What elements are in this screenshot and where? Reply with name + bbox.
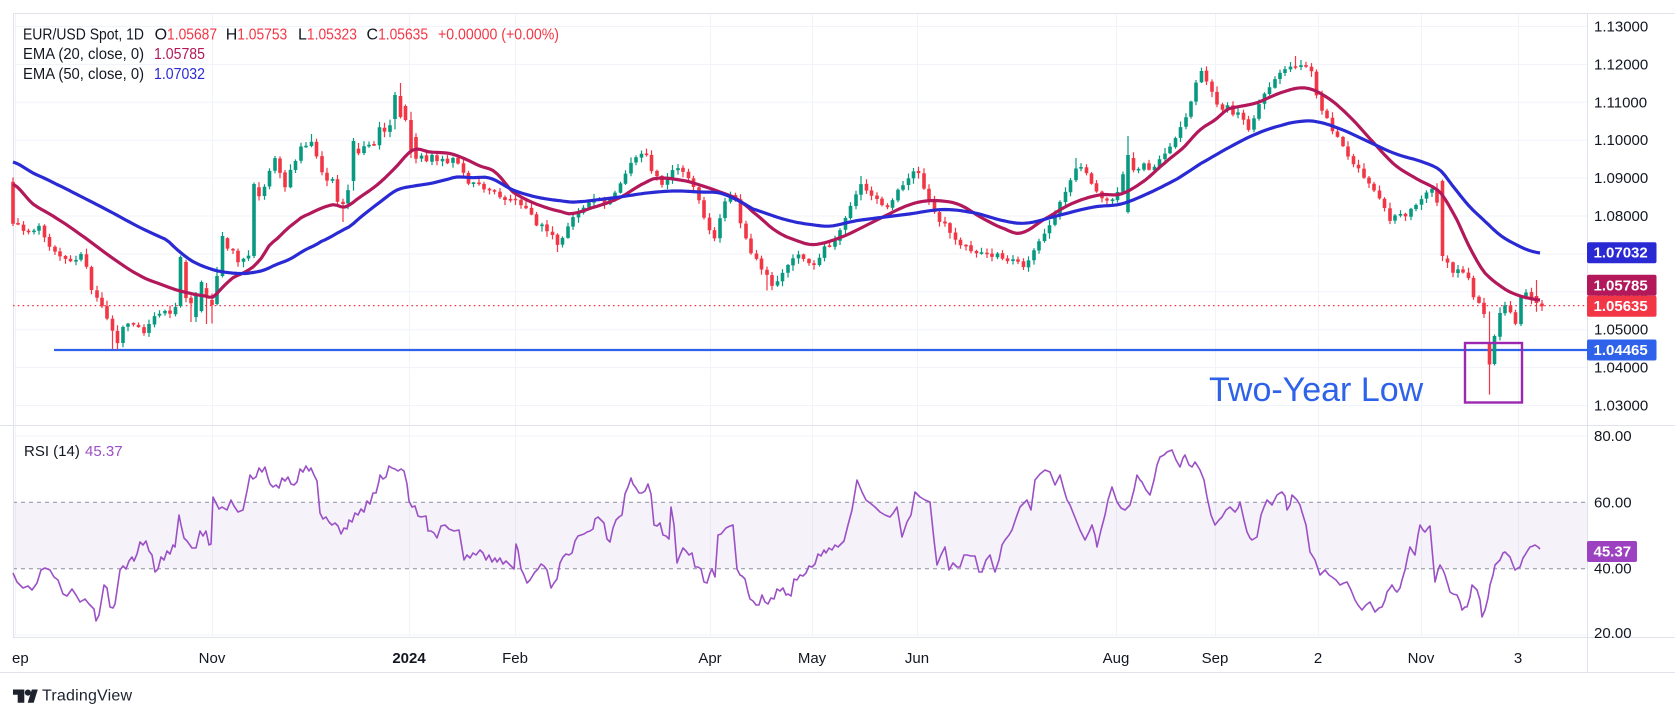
svg-text:1.05635: 1.05635 [1594,298,1648,315]
svg-text:1.07032: 1.07032 [1594,245,1648,262]
svg-text:EMA (20, close, 0)1.05785: EMA (20, close, 0) 1.05785 [23,46,205,63]
svg-text:1.13000: 1.13000 [1594,19,1648,36]
svg-text:1.05000: 1.05000 [1594,322,1648,339]
svg-text:Feb: Feb [502,650,528,667]
svg-text:2024: 2024 [392,650,426,667]
svg-text:TradingView: TradingView [42,688,132,705]
svg-text:1.12000: 1.12000 [1594,56,1648,73]
svg-text:Apr: Apr [698,650,721,667]
svg-text:80.00: 80.00 [1594,428,1632,445]
svg-text:1.05785: 1.05785 [1594,277,1648,294]
svg-text:Two-Year Low: Two-Year Low [1209,371,1424,409]
svg-text:ep: ep [12,650,29,667]
svg-text:45.37: 45.37 [1594,544,1632,561]
svg-text:RSI (14)45.37: RSI (14) 45.37 [24,443,123,460]
svg-text:EMA (50, close, 0)1.07032: EMA (50, close, 0) 1.07032 [23,66,205,83]
svg-text:20.00: 20.00 [1594,625,1632,642]
svg-text:Nov: Nov [1408,650,1435,667]
svg-text:1.11000: 1.11000 [1594,94,1647,111]
svg-text:1.04000: 1.04000 [1594,360,1648,377]
svg-text:1.10000: 1.10000 [1594,132,1648,149]
svg-text:1.04465: 1.04465 [1594,342,1648,359]
svg-text:1.03000: 1.03000 [1594,398,1648,415]
svg-text:Jun: Jun [905,650,929,667]
svg-text:1.08000: 1.08000 [1594,208,1648,225]
svg-text:60.00: 60.00 [1594,494,1632,511]
svg-text:Aug: Aug [1103,650,1130,667]
svg-text:3: 3 [1514,650,1522,667]
svg-text:Nov: Nov [199,650,226,667]
svg-text:40.00: 40.00 [1594,561,1632,578]
svg-text:2: 2 [1314,650,1322,667]
svg-text:May: May [798,650,827,667]
svg-text:1.09000: 1.09000 [1594,170,1648,187]
svg-text:Sep: Sep [1202,650,1229,667]
